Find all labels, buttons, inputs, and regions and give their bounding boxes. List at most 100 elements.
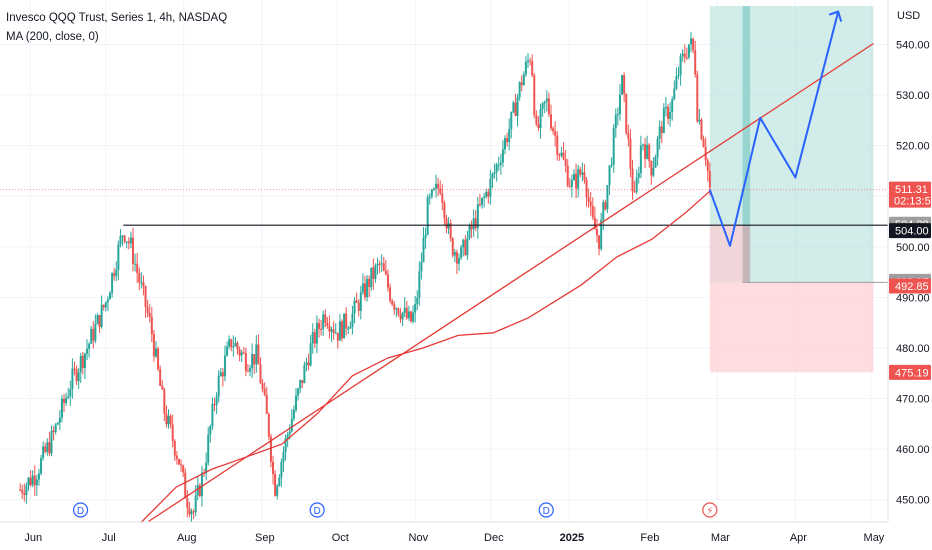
candle-body (572, 173, 575, 181)
candle (677, 66, 680, 80)
candle-body (27, 477, 30, 486)
candle-body (439, 188, 442, 194)
candle (25, 482, 28, 504)
stop-zone[interactable] (709, 282, 874, 373)
candle (309, 334, 312, 367)
candle (616, 107, 619, 126)
candle (144, 285, 147, 318)
candle (236, 341, 239, 355)
price-tag[interactable]: 504.00 (889, 223, 931, 239)
candle-body (157, 348, 160, 370)
candle-body (297, 388, 300, 396)
indicator-line[interactable]: MA (200, close, 0) (6, 31, 99, 43)
candle-body (437, 183, 440, 189)
candle-body (232, 346, 235, 348)
candle-body (146, 307, 149, 313)
candle (386, 269, 389, 292)
candle (328, 315, 331, 339)
candle (138, 267, 141, 291)
candle-body (462, 239, 465, 248)
candle (295, 387, 298, 413)
candle-body (167, 415, 170, 425)
candle (384, 259, 387, 276)
candle (154, 341, 157, 359)
candle (347, 325, 350, 334)
candle (658, 120, 661, 150)
candle-body (257, 344, 260, 365)
candle-body (403, 307, 406, 313)
dividend-marker[interactable]: D (72, 502, 89, 518)
price-tag[interactable]: 492.85 (889, 278, 931, 294)
candle-body (522, 74, 525, 86)
candle-body (81, 355, 84, 369)
candle-body (251, 354, 254, 369)
candle-body (368, 278, 371, 288)
candle (324, 309, 327, 328)
dividend-marker[interactable]: D (538, 502, 554, 518)
candle-body (455, 252, 458, 264)
candle-body (169, 415, 172, 425)
candle (276, 484, 279, 500)
candle-body (671, 99, 674, 113)
candle-body (249, 368, 252, 372)
candle (637, 166, 640, 184)
candle-body (497, 164, 500, 166)
candle-body (58, 417, 61, 423)
candle (504, 135, 507, 155)
time-axis[interactable]: Jun Jul Aug Sep Oct Nov Dec 2025 Feb Mar Apr May (0, 521, 888, 544)
candle-body (211, 404, 214, 427)
dividend-marker[interactable]: D (309, 502, 325, 518)
candle (539, 103, 542, 139)
dividend-marker-label: D (543, 506, 550, 517)
earnings-event-marker[interactable]: ⚡ (702, 502, 718, 518)
candle-body (332, 329, 335, 333)
currency-label[interactable]: USD (897, 10, 920, 22)
symbol-line[interactable]: Invesco QQQ Trust, Series 1, 4h, NASDAQ (6, 12, 228, 24)
candle-body (219, 372, 222, 376)
candle (167, 409, 170, 429)
candle-body (180, 464, 183, 466)
price-axis[interactable]: USD 450.00 460.00 470.00 480.00 490.00 500.00… (887, 0, 932, 522)
candle-body (662, 108, 665, 134)
candle (198, 482, 201, 498)
candle (255, 335, 258, 373)
candle (330, 326, 333, 343)
candle (374, 263, 377, 283)
candle (27, 476, 30, 491)
candle (244, 347, 247, 377)
candle (73, 361, 76, 376)
candle-body (660, 126, 663, 134)
candle-body (301, 380, 304, 384)
price-axis-background (888, 0, 932, 522)
projection-path[interactable] (708, 11, 840, 247)
candle (265, 386, 268, 414)
candle-body (111, 273, 114, 293)
candle (572, 169, 575, 181)
position-zones (709, 6, 888, 373)
candle (353, 297, 356, 324)
candle-body (226, 346, 229, 356)
candle (171, 414, 174, 448)
candle (591, 197, 594, 221)
price-tick-label: 450.00 (896, 495, 930, 507)
candle (311, 323, 314, 354)
candle-body (543, 101, 546, 104)
candle (338, 314, 341, 341)
candle-body (641, 144, 644, 146)
time-tick-label: 2025 (560, 532, 584, 544)
candle-body (656, 138, 659, 158)
candle-body (639, 145, 642, 174)
candle (23, 483, 26, 502)
candle (485, 188, 488, 199)
candle-body (261, 383, 264, 389)
candle (223, 345, 226, 382)
candle (685, 47, 688, 61)
ascending-trendline[interactable] (148, 42, 874, 523)
candle (679, 53, 682, 86)
candle (123, 234, 126, 244)
candle (86, 339, 89, 361)
candle (650, 160, 653, 185)
price-tag[interactable]: 475.19 (889, 364, 931, 380)
